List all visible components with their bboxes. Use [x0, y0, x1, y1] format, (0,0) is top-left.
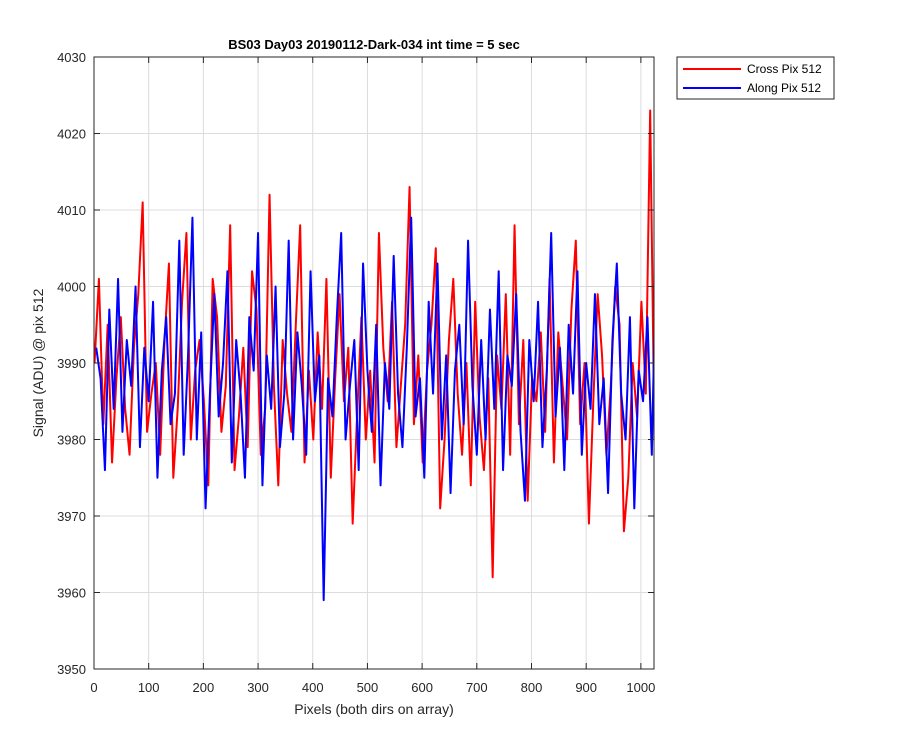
x-tick-label: 500 [357, 680, 379, 695]
x-tick-label: 400 [302, 680, 324, 695]
legend-label-cross: Cross Pix 512 [747, 62, 822, 76]
x-tick-label: 800 [521, 680, 543, 695]
x-tick-label: 700 [466, 680, 488, 695]
y-tick-label: 3970 [57, 509, 86, 524]
y-tick-label: 3950 [57, 662, 86, 677]
legend: Cross Pix 512 Along Pix 512 [676, 56, 835, 100]
x-tick-label: 900 [575, 680, 597, 695]
y-tick-label: 4000 [57, 280, 86, 295]
x-tick-label: 0 [90, 680, 97, 695]
legend-label-along: Along Pix 512 [747, 81, 821, 95]
axis-tick-labels: 0 100 200 300 400 500 600 700 800 900 1000 3950 3960… [57, 50, 655, 695]
x-tick-label: 600 [411, 680, 433, 695]
series-group [94, 109, 654, 602]
x-tick-label: 1000 [626, 680, 655, 695]
y-tick-label: 3980 [57, 433, 86, 448]
x-tick-label: 300 [247, 680, 269, 695]
y-tick-label: 4020 [57, 127, 86, 142]
y-tick-label: 4030 [57, 50, 86, 65]
y-tick-label: 4010 [57, 203, 86, 218]
y-axis-label: Signal (ADU) @ pix 512 [30, 288, 46, 437]
y-tick-label: 3990 [57, 356, 86, 371]
legend-box [676, 56, 835, 100]
chart-title: BS03 Day03 20190112-Dark-034 int time = … [228, 37, 520, 52]
y-tick-label: 3960 [57, 586, 86, 601]
x-tick-label: 100 [138, 680, 160, 695]
x-axis-label: Pixels (both dirs on array) [294, 701, 454, 717]
series-line-along-pix-512 [95, 216, 654, 602]
axis-ticks [93, 56, 654, 670]
x-tick-label: 200 [193, 680, 215, 695]
